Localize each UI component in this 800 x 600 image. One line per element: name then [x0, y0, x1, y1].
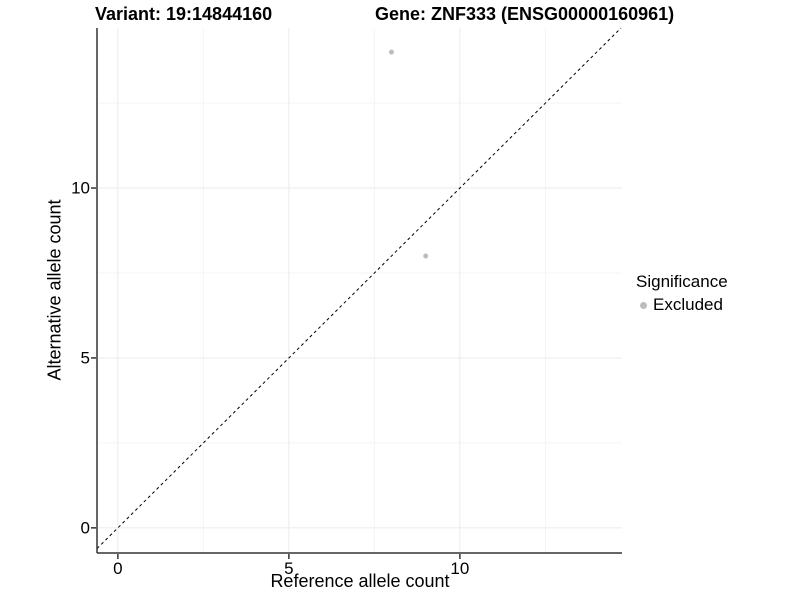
x-axis-title: Reference allele count: [270, 571, 450, 591]
plot-title-gene: Gene: ZNF333 (ENSG00000160961): [375, 4, 675, 24]
legend-title: Significance: [636, 272, 728, 291]
y-tick-label: 5: [80, 348, 90, 368]
excluded-point-icon: [640, 302, 647, 310]
y-axis-title: Alternative allele count: [44, 199, 65, 381]
x-tick-label: 5: [284, 559, 294, 578]
legend: Significance Excluded: [636, 272, 728, 316]
x-tick-label: 10: [450, 559, 470, 578]
identity-reference-line: [96, 27, 622, 549]
y-tick-label: 10: [71, 178, 90, 198]
y-tick-label: 0: [80, 518, 90, 538]
legend-item-excluded: Excluded: [636, 295, 728, 315]
x-tick-label: 0: [113, 559, 123, 578]
data-point: [388, 49, 394, 55]
plot-title-variant: Variant: 19:14844160: [95, 4, 273, 24]
legend-item-label: Excluded: [653, 295, 723, 315]
data-point: [423, 253, 429, 259]
